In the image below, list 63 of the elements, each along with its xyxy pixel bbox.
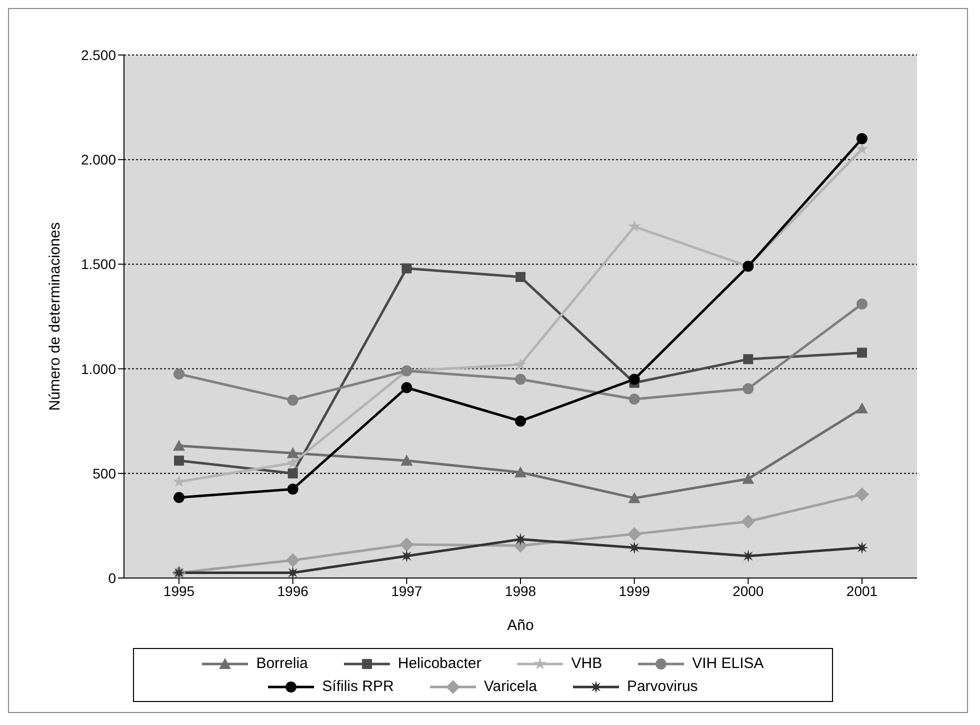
point (856, 142, 868, 154)
point (174, 368, 184, 380)
y-tick-label: 2.000 (80, 152, 116, 168)
x-tick-label: 1998 (504, 582, 536, 599)
x-tick-label: 2001 (846, 582, 878, 599)
point (515, 416, 526, 427)
point (401, 382, 412, 394)
point (400, 538, 414, 552)
x-tick-label: 1995 (163, 582, 195, 599)
point (857, 348, 867, 358)
point (514, 532, 527, 546)
y-tick-label: 1.500 (80, 256, 116, 272)
legend-label: Sífilis RPR (322, 678, 394, 695)
point (174, 492, 184, 503)
point (172, 475, 186, 488)
point (741, 514, 756, 529)
y-tick-label: 1.000 (80, 360, 116, 377)
legend-label: Varicela (484, 678, 537, 695)
point (627, 527, 642, 542)
point (742, 383, 754, 394)
x-tick-label: 1997 (391, 582, 422, 599)
y-tick-label: 500 (92, 465, 116, 482)
point (287, 484, 298, 495)
point (174, 456, 184, 466)
point (287, 394, 298, 406)
y-tick-label: 2.500 (80, 46, 116, 63)
point (286, 456, 300, 468)
point (743, 354, 754, 364)
point (742, 472, 754, 484)
point (400, 550, 414, 563)
point (173, 440, 185, 451)
legend-label: VHB (571, 655, 602, 672)
point (856, 298, 868, 310)
point (515, 374, 526, 385)
x-tick-label: 2000 (732, 582, 764, 599)
point (856, 402, 868, 414)
point (286, 447, 299, 458)
legend-label: Borrelia (256, 655, 308, 672)
point (286, 566, 300, 578)
point (628, 541, 641, 554)
point (628, 394, 640, 405)
y-tick-label: 0 (108, 570, 116, 586)
x-tick-label: 1999 (618, 582, 650, 599)
legend-label: VIH ELISA (692, 655, 764, 672)
point (742, 550, 755, 563)
x-tick-label: 1996 (277, 582, 309, 599)
point (514, 466, 526, 478)
point (288, 468, 298, 478)
point (516, 272, 526, 282)
point (856, 133, 868, 144)
legend-label: Helicobacter (398, 655, 482, 672)
point (855, 487, 869, 502)
point (286, 553, 300, 568)
point (628, 374, 640, 385)
x-axis-title: Año (507, 617, 534, 634)
point (514, 358, 527, 370)
point (628, 220, 641, 232)
point (400, 454, 413, 466)
y-axis-title: Número de determinaciones (46, 222, 64, 411)
point (856, 541, 868, 554)
point (628, 492, 640, 504)
point (402, 263, 412, 274)
legend-label: Parvovirus (626, 678, 698, 695)
